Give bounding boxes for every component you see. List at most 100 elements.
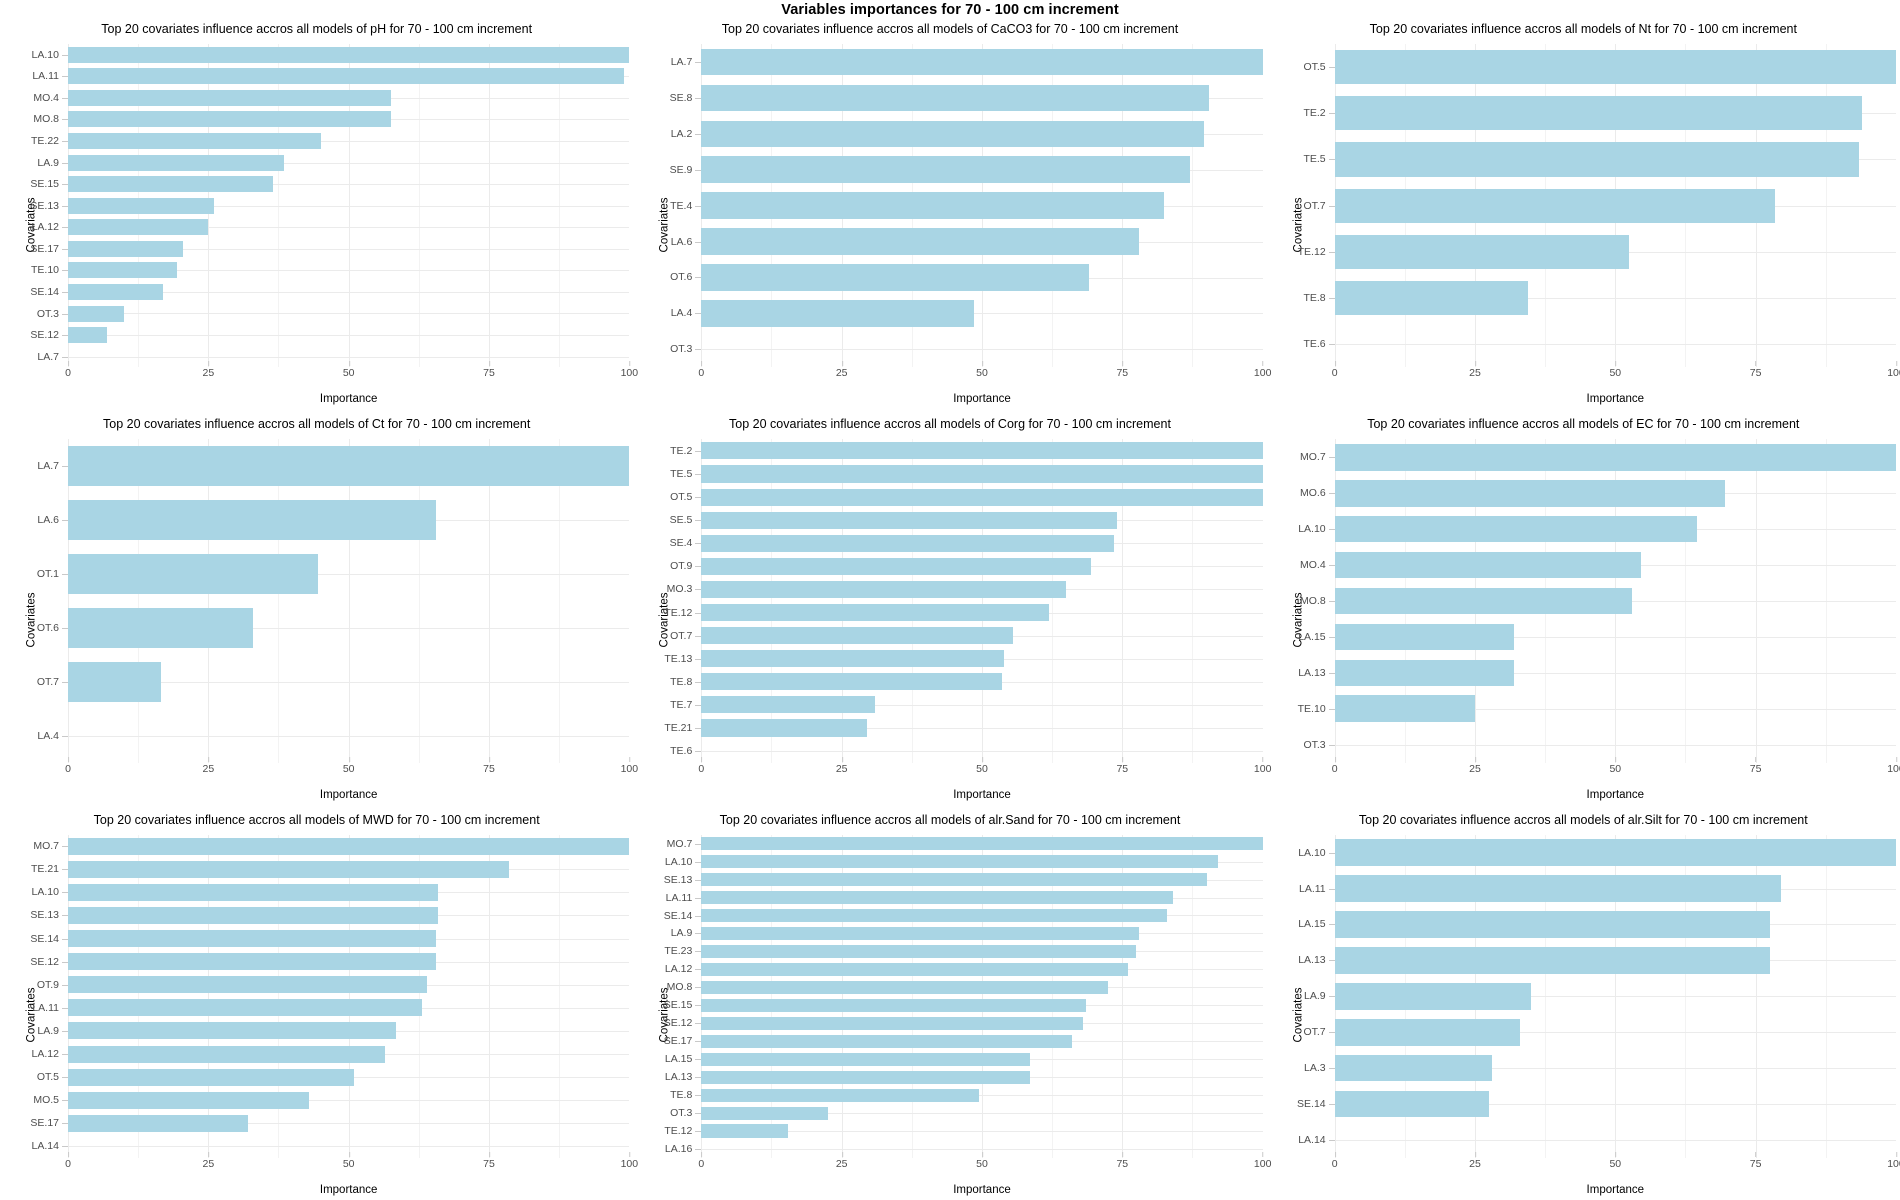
y-tick-mark [62, 130, 68, 152]
chart-panel: Top 20 covariates influence accros all m… [1267, 409, 1900, 804]
bar-row [68, 217, 629, 239]
x-axis-label: Importance [319, 393, 378, 406]
y-tick-label: MO.8 [666, 981, 693, 994]
y-tick-marks [695, 835, 702, 1158]
y-tick-label: LA.15 [1298, 630, 1326, 643]
bar-row [701, 1104, 1262, 1122]
y-tick-marks [62, 835, 68, 1158]
y-tick-label: LA.11 [32, 1001, 59, 1014]
panel-title: Top 20 covariates influence accros all m… [729, 417, 1171, 432]
x-tick-mark [701, 756, 703, 762]
x-tick-label: 25 [836, 361, 848, 379]
chart-panel: Top 20 covariates influence accros all m… [633, 409, 1272, 804]
y-tick-label: LA.16 [664, 1143, 693, 1156]
y-tick-mark [695, 835, 702, 853]
x-tick-mark [1895, 361, 1897, 367]
x-tick-mark [68, 1152, 69, 1157]
x-tick-mark [1262, 361, 1264, 367]
bar [68, 133, 321, 149]
x-tick-label: 25 [202, 1152, 214, 1170]
y-tick-label: SE.14 [30, 285, 59, 298]
y-tick-mark [62, 1066, 68, 1089]
panel-title: Top 20 covariates influence accros all m… [1367, 417, 1800, 432]
y-tick-label: TE.5 [670, 467, 693, 480]
bar [701, 156, 1190, 184]
x-tick-mark [841, 756, 843, 762]
y-tick-mark [695, 978, 702, 996]
bar [68, 446, 630, 487]
panel-title: Top 20 covariates influence accros all m… [1358, 812, 1808, 827]
y-tick-label: TE.6 [1303, 338, 1326, 351]
plot-area: Covariates MO.7 MO.6 LA.10 MO.4 MO.8 LA.15 LA.1… [1267, 435, 1900, 804]
x-tick-label: 25 [202, 756, 214, 775]
y-tick-label: LA.10 [1298, 523, 1326, 536]
y-tick-mark [695, 1104, 702, 1122]
plot-canvas [68, 439, 630, 763]
x-tick-mark [981, 756, 983, 762]
bar [701, 719, 867, 737]
x-tick-label: 50 [976, 361, 988, 379]
x-axis: 0 25 50 75 100 [65, 361, 638, 387]
x-tick-mark [629, 361, 631, 367]
bar-row [701, 555, 1262, 578]
y-tick-label: LA.2 [670, 127, 693, 140]
x-tick-label: 0 [65, 361, 71, 379]
y-tick-label: LA.10 [664, 855, 693, 868]
y-tick-mark [1328, 90, 1335, 136]
chart-panel: Top 20 covariates influence accros all m… [0, 14, 638, 409]
y-tick-mark [1328, 691, 1335, 727]
bar [701, 908, 1168, 923]
bar-row [701, 853, 1262, 871]
y-tick-mark [62, 217, 68, 239]
y-tick-label: TE.2 [670, 444, 693, 457]
bar-series [68, 44, 630, 367]
y-tick-label: MO.8 [1299, 594, 1326, 607]
bar-row [68, 996, 629, 1019]
y-tick-label: LA.12 [664, 963, 693, 976]
bar [701, 84, 1210, 112]
y-tick-label: LA.13 [1298, 666, 1326, 679]
bar-series [701, 835, 1263, 1158]
y-tick-label: TE.22 [30, 135, 59, 148]
y-tick-labels: MO.7 LA.10 SE.13 LA.11 SE.14 LA.9 TE.23 LA.12 MO… [651, 835, 695, 1158]
y-tick-label: LA.14 [1298, 1133, 1326, 1146]
x-tick-label: 0 [1332, 361, 1338, 379]
x-tick-label: 50 [1609, 361, 1621, 379]
bar-row [68, 835, 630, 858]
y-tick-mark [695, 716, 702, 739]
bar-row [701, 439, 1263, 462]
y-tick-label: LA.13 [664, 1071, 693, 1084]
y-tick-label: LA.4 [670, 307, 693, 320]
y-tick-label: MO.7 [666, 837, 693, 850]
bar-row [701, 960, 1262, 978]
bar-row [701, 1086, 1262, 1104]
bar-row [701, 486, 1263, 509]
bar [701, 696, 876, 714]
bar [68, 283, 164, 300]
chart-panel: Top 20 covariates influence accros all m… [0, 805, 638, 1200]
bar [68, 240, 184, 257]
bar-row [68, 130, 629, 152]
bar-row [701, 295, 1262, 331]
x-tick-label: 100 [621, 1152, 638, 1170]
chart-panel: Top 20 covariates influence accros all m… [633, 805, 1272, 1200]
x-tick-label: 75 [483, 1152, 495, 1170]
y-tick-label: OT.7 [36, 675, 59, 688]
bar-row [68, 281, 629, 303]
y-tick-mark [1328, 1050, 1335, 1086]
bar [68, 999, 422, 1017]
plot-canvas [701, 834, 1263, 1158]
y-tick-label: SE.17 [30, 242, 59, 255]
bar [701, 872, 1207, 887]
bar-row [701, 532, 1262, 555]
bar-row [68, 173, 629, 195]
x-tick-label: 0 [65, 1152, 71, 1170]
bar [68, 661, 161, 702]
bar [701, 1016, 1084, 1030]
y-tick-label: MO.8 [33, 113, 59, 126]
y-tick-label: TE.12 [1297, 245, 1326, 258]
bar-row [68, 1066, 629, 1089]
y-tick-mark [695, 853, 702, 871]
bar-row [1334, 1050, 1896, 1086]
y-tick-label: MO.4 [1299, 559, 1326, 572]
